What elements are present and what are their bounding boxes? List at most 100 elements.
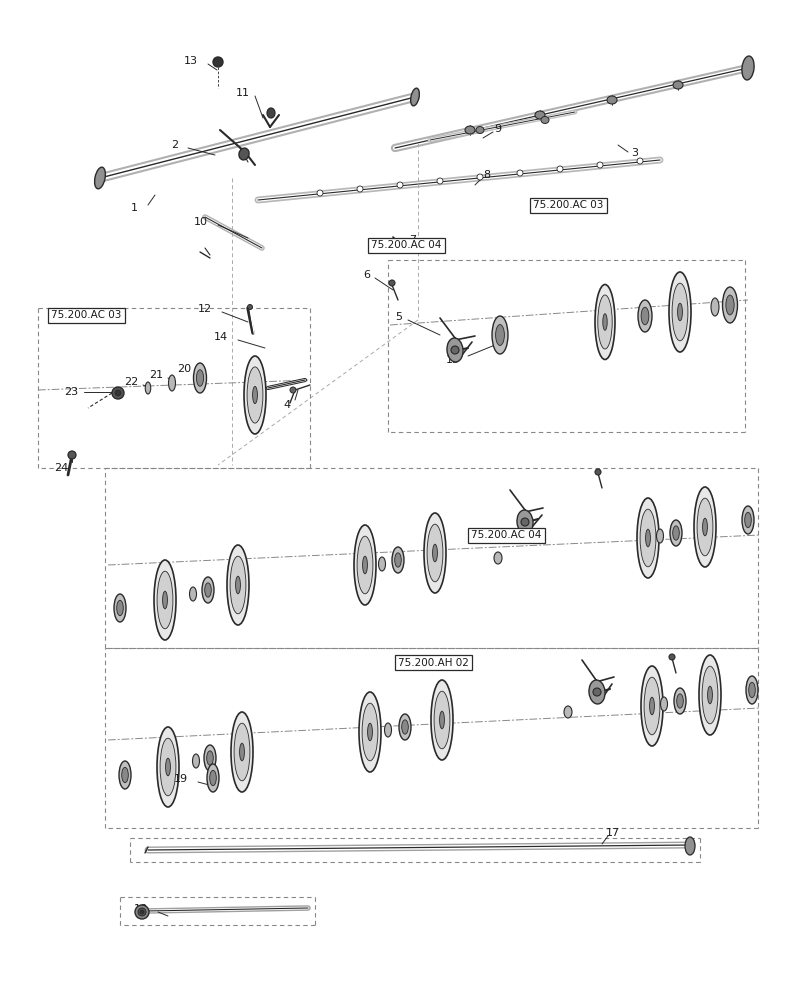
Ellipse shape bbox=[240, 743, 244, 761]
Ellipse shape bbox=[432, 544, 437, 562]
Text: 17: 17 bbox=[606, 828, 620, 838]
Ellipse shape bbox=[541, 116, 549, 123]
Text: 23: 23 bbox=[64, 387, 78, 397]
Ellipse shape bbox=[598, 295, 612, 349]
Ellipse shape bbox=[465, 126, 475, 134]
Ellipse shape bbox=[247, 367, 263, 423]
Circle shape bbox=[290, 387, 296, 393]
Ellipse shape bbox=[116, 600, 124, 616]
Text: 11: 11 bbox=[236, 88, 250, 98]
Text: 10: 10 bbox=[194, 217, 208, 227]
Text: 75.200.AC 04: 75.200.AC 04 bbox=[372, 240, 442, 250]
Ellipse shape bbox=[697, 498, 713, 556]
Ellipse shape bbox=[207, 764, 219, 792]
Text: 75.200.AC 03: 75.200.AC 03 bbox=[52, 310, 122, 320]
Ellipse shape bbox=[431, 680, 453, 760]
Ellipse shape bbox=[394, 553, 402, 567]
Circle shape bbox=[637, 158, 643, 164]
Ellipse shape bbox=[677, 694, 684, 708]
Ellipse shape bbox=[357, 536, 373, 594]
Ellipse shape bbox=[641, 666, 663, 746]
Text: 75.200.AH 02: 75.200.AH 02 bbox=[398, 658, 469, 668]
Ellipse shape bbox=[378, 557, 385, 571]
Ellipse shape bbox=[638, 300, 652, 332]
Ellipse shape bbox=[494, 552, 502, 564]
Ellipse shape bbox=[114, 594, 126, 622]
Text: 19: 19 bbox=[174, 774, 188, 784]
Ellipse shape bbox=[230, 556, 246, 614]
Circle shape bbox=[595, 469, 601, 475]
Ellipse shape bbox=[122, 767, 128, 783]
Ellipse shape bbox=[673, 81, 683, 89]
Text: 22: 22 bbox=[124, 377, 138, 387]
Circle shape bbox=[112, 387, 124, 399]
Text: 15: 15 bbox=[446, 355, 460, 365]
Ellipse shape bbox=[642, 307, 649, 325]
Ellipse shape bbox=[722, 287, 738, 323]
Ellipse shape bbox=[694, 487, 716, 567]
Ellipse shape bbox=[267, 108, 275, 118]
Text: 6: 6 bbox=[363, 270, 370, 280]
Ellipse shape bbox=[166, 758, 170, 776]
Ellipse shape bbox=[231, 712, 253, 792]
Ellipse shape bbox=[440, 711, 444, 729]
Text: 4: 4 bbox=[284, 400, 291, 410]
Ellipse shape bbox=[392, 547, 404, 573]
Circle shape bbox=[477, 174, 483, 180]
Ellipse shape bbox=[385, 723, 392, 737]
Ellipse shape bbox=[410, 88, 419, 106]
Ellipse shape bbox=[726, 295, 734, 315]
Ellipse shape bbox=[154, 560, 176, 640]
Ellipse shape bbox=[702, 666, 718, 724]
Ellipse shape bbox=[424, 513, 446, 593]
Ellipse shape bbox=[434, 691, 450, 749]
Circle shape bbox=[597, 162, 603, 168]
Circle shape bbox=[669, 654, 675, 660]
Text: 75.200.AC 03: 75.200.AC 03 bbox=[533, 200, 604, 211]
Text: 3: 3 bbox=[632, 148, 638, 158]
Text: 20: 20 bbox=[177, 364, 191, 374]
Ellipse shape bbox=[589, 680, 605, 704]
Ellipse shape bbox=[656, 529, 663, 543]
Text: 9: 9 bbox=[494, 124, 502, 134]
Ellipse shape bbox=[672, 283, 688, 341]
Ellipse shape bbox=[427, 524, 443, 582]
Ellipse shape bbox=[192, 754, 200, 768]
Circle shape bbox=[397, 182, 403, 188]
Circle shape bbox=[389, 280, 395, 286]
Circle shape bbox=[357, 186, 363, 192]
Ellipse shape bbox=[157, 727, 179, 807]
Ellipse shape bbox=[637, 498, 659, 578]
Text: 2: 2 bbox=[170, 140, 178, 150]
Ellipse shape bbox=[354, 525, 376, 605]
Ellipse shape bbox=[595, 284, 615, 360]
Circle shape bbox=[140, 910, 144, 914]
Ellipse shape bbox=[650, 697, 654, 715]
Text: 18: 18 bbox=[134, 904, 148, 914]
Text: 24: 24 bbox=[54, 463, 68, 473]
Ellipse shape bbox=[196, 370, 204, 386]
Text: 7: 7 bbox=[410, 235, 417, 245]
Circle shape bbox=[115, 390, 121, 396]
Bar bbox=[395, 655, 472, 670]
Ellipse shape bbox=[210, 770, 217, 786]
Circle shape bbox=[517, 170, 523, 176]
Ellipse shape bbox=[670, 520, 682, 546]
Ellipse shape bbox=[742, 506, 754, 534]
Bar bbox=[530, 198, 607, 213]
Circle shape bbox=[593, 688, 601, 696]
Circle shape bbox=[437, 178, 443, 184]
Ellipse shape bbox=[402, 720, 408, 734]
Ellipse shape bbox=[711, 298, 719, 316]
Circle shape bbox=[213, 57, 223, 67]
Ellipse shape bbox=[495, 325, 504, 345]
Ellipse shape bbox=[699, 655, 721, 735]
Circle shape bbox=[317, 190, 323, 196]
Circle shape bbox=[521, 518, 529, 526]
Text: 1: 1 bbox=[131, 203, 138, 213]
Ellipse shape bbox=[204, 583, 212, 597]
Ellipse shape bbox=[253, 386, 258, 404]
Ellipse shape bbox=[447, 338, 463, 362]
Ellipse shape bbox=[145, 382, 151, 394]
Bar bbox=[48, 308, 125, 323]
